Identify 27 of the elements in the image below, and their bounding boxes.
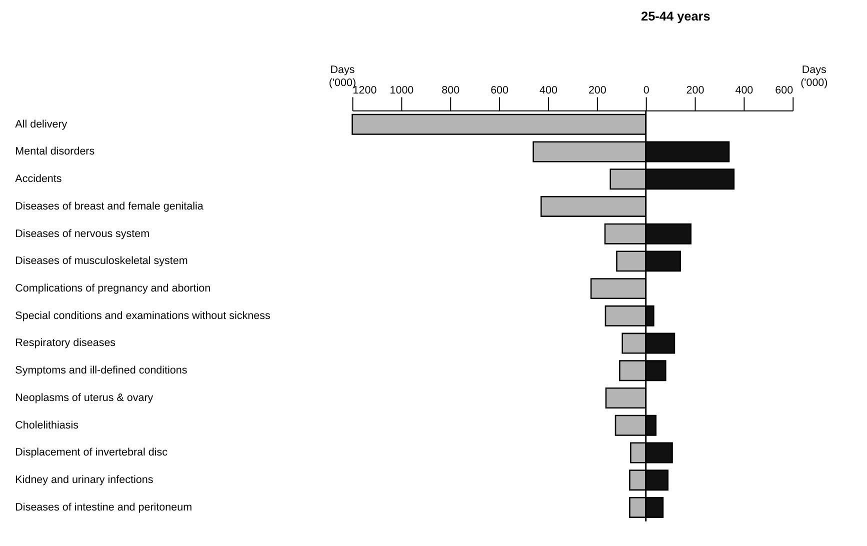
y-tick-label: Cholelithiasis bbox=[15, 419, 79, 432]
y-tick-label: Displacement of invertebral disc bbox=[15, 446, 168, 459]
x-tick-label: 600 bbox=[490, 84, 509, 96]
y-tick-label: Special conditions and examinations without sickness bbox=[15, 310, 270, 322]
x-tick-label: 1000 bbox=[390, 84, 414, 96]
x-tick-label: 400 bbox=[735, 84, 754, 96]
y-tick-label: Neoplasms of uterus & ovary bbox=[15, 392, 154, 404]
x-tick-label: 200 bbox=[686, 84, 704, 96]
y-tick-label: Diseases of breast and female genitalia bbox=[15, 200, 204, 212]
x-tick-label: 800 bbox=[442, 84, 460, 96]
x-tick-label: 0 bbox=[643, 84, 650, 96]
y-tick-label: Accidents bbox=[15, 173, 62, 186]
y-tick-label: Mental disorders bbox=[15, 146, 95, 158]
text: Days ('000) bbox=[800, 64, 828, 89]
y-tick-label: Symptoms and ill-defined conditions bbox=[15, 364, 188, 377]
x-tick-label: 400 bbox=[540, 84, 558, 96]
y-tick-label: Kidney and urinary infections bbox=[15, 474, 154, 486]
y-tick-label: Diseases of musculoskeletal system bbox=[15, 255, 188, 268]
y-tick-label: Diseases of intestine and peritoneum bbox=[15, 501, 192, 514]
x-tick-label: 200 bbox=[588, 84, 606, 96]
x-axis-title: Days ('000) bbox=[328, 64, 356, 89]
y-tick-label: All delivery bbox=[15, 118, 68, 130]
y-tick-label: Complications of pregnancy and abortion bbox=[15, 282, 211, 294]
chart-title: 25-44 years bbox=[641, 8, 710, 24]
y-tick-label: Respiratory diseases bbox=[15, 337, 116, 350]
x-tick-label: 600 bbox=[775, 84, 794, 96]
y-tick-label: Diseases of nervous system bbox=[15, 228, 150, 240]
